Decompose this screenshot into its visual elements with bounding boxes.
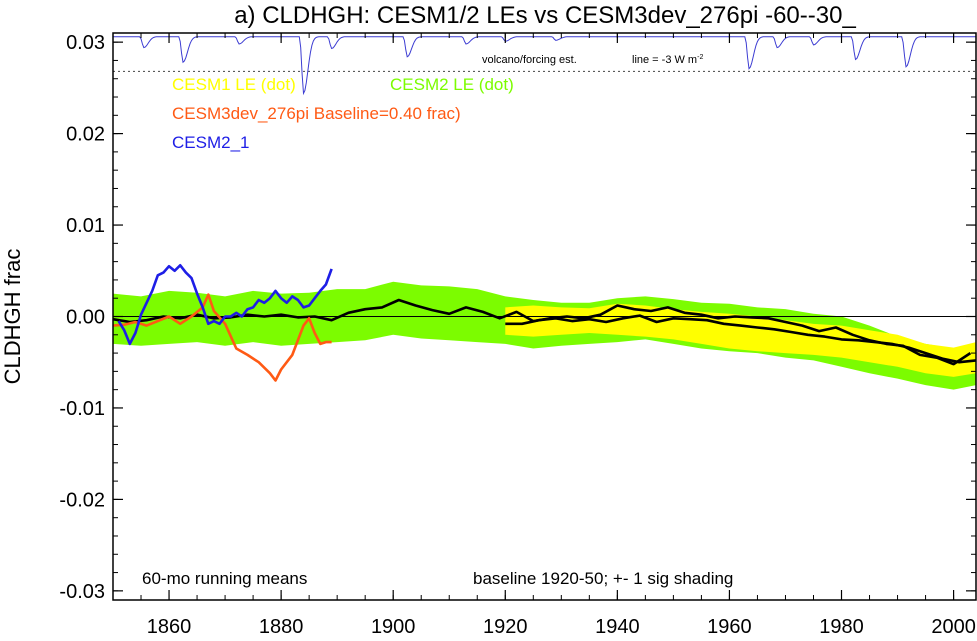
cesm2-1-line [117,264,333,346]
annotations: CESM1 LE (dot) CESM2 LE (dot) CESM3dev_2… [142,54,733,588]
volcano-line-note: line = -3 W m-2 [632,54,703,66]
legend-cesm1: CESM1 LE (dot) [172,75,296,94]
y-axis-label: CLDHGH frac [0,249,25,385]
y-tick-label: -0.03 [59,581,105,603]
y-tick-label: -0.01 [59,398,105,420]
cesm1-mean-line [505,314,977,364]
y-tick-label: 0.02 [66,124,105,146]
volcano-line-note-text: line = -3 W m [632,54,697,66]
x-tick-label: 1920 [483,616,528,638]
y-tick-label: -0.02 [59,489,105,511]
legend-cesm3: CESM3dev_276pi Baseline=0.40 frac) [172,104,461,123]
y-tick-label: 0.03 [66,32,105,54]
volcano-line-note-sup: -2 [697,54,703,61]
cesm1-spread-band [505,303,976,377]
x-tick-label: 1980 [819,616,864,638]
x-tick-label: 1960 [707,616,752,638]
cesm3-line [112,293,332,382]
plot-area [112,36,977,390]
running-means-note: 60-mo running means [142,569,307,588]
x-tick-label: 1940 [595,616,640,638]
volcano-forcing-line [113,36,976,96]
x-tick-label: 1880 [259,616,304,638]
x-tick-label: 1860 [147,616,192,638]
baseline-note: baseline 1920-50; +- 1 sig shading [473,569,733,588]
x-tick-label: 2000 [931,616,976,638]
legend-cesm2-1: CESM2_1 [172,133,249,152]
y-tick-label: 0.01 [66,215,105,237]
volcano-label: volcano/forcing est. [482,54,577,66]
x-tick-label: 1900 [371,616,416,638]
chart-title: a) CLDHGH: CESM1/2 LEs vs CESM3dev_276pi… [234,2,856,29]
legend-cesm2: CESM2 LE (dot) [390,75,514,94]
y-tick-label: 0.00 [66,307,105,329]
